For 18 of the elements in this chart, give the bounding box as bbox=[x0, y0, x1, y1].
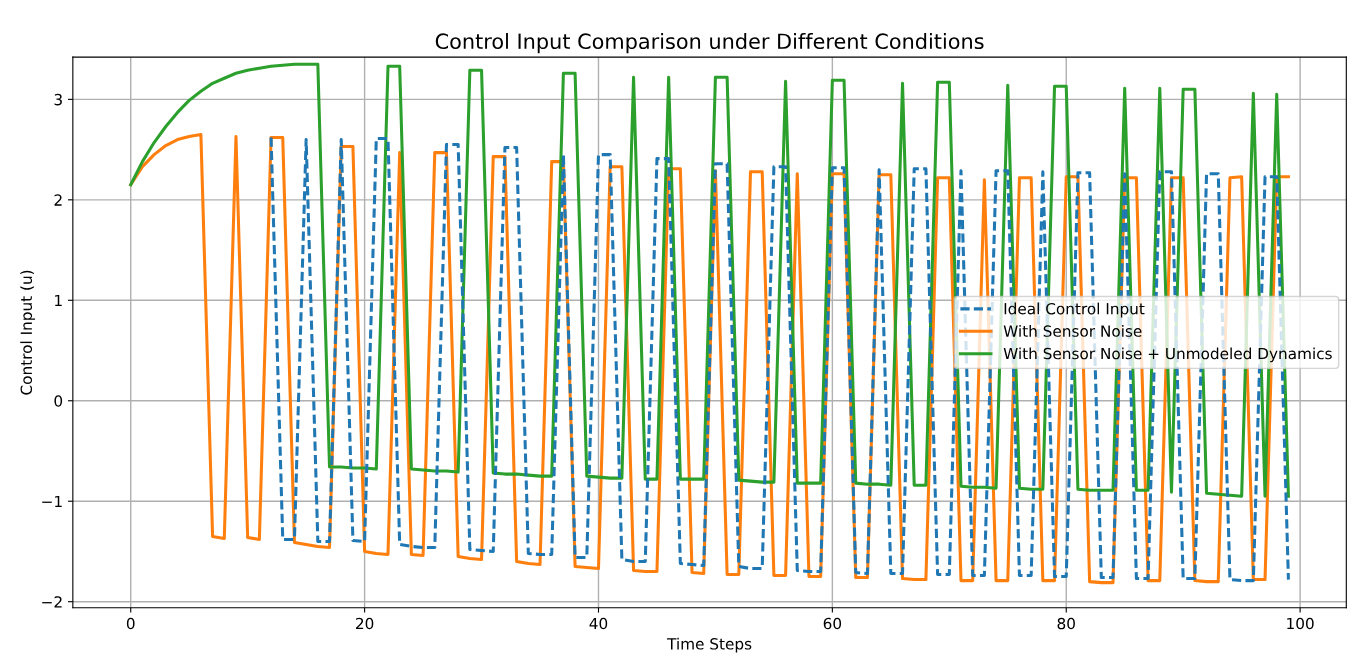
x-tick-label: 20 bbox=[356, 617, 374, 630]
y-tick-label: 1 bbox=[55, 294, 62, 307]
x-tick-label: 100 bbox=[1287, 617, 1314, 630]
y-axis-title: Control Input (u) bbox=[20, 270, 36, 395]
y-tick-label: 0 bbox=[54, 395, 63, 407]
y-tick-label: 3 bbox=[54, 93, 62, 106]
x-tick-label: 60 bbox=[823, 617, 842, 630]
legend-label: With Sensor Noise + Unmodeled Dynamics bbox=[1003, 347, 1332, 363]
legend-label: With Sensor Noise bbox=[1003, 325, 1142, 337]
legend-label: Ideal Control Input bbox=[1004, 302, 1145, 318]
x-tick-label: 80 bbox=[1057, 617, 1075, 630]
y-tick-label: −2 bbox=[42, 596, 62, 608]
chart-title: Control Input Comparison under Different Conditions bbox=[435, 33, 984, 54]
x-tick-label: 40 bbox=[589, 617, 608, 630]
y-tick-label: 2 bbox=[54, 194, 62, 206]
x-tick-label: 0 bbox=[126, 617, 135, 630]
y-tick-label: −1 bbox=[42, 495, 62, 508]
x-axis-title: Time Steps bbox=[667, 637, 752, 653]
